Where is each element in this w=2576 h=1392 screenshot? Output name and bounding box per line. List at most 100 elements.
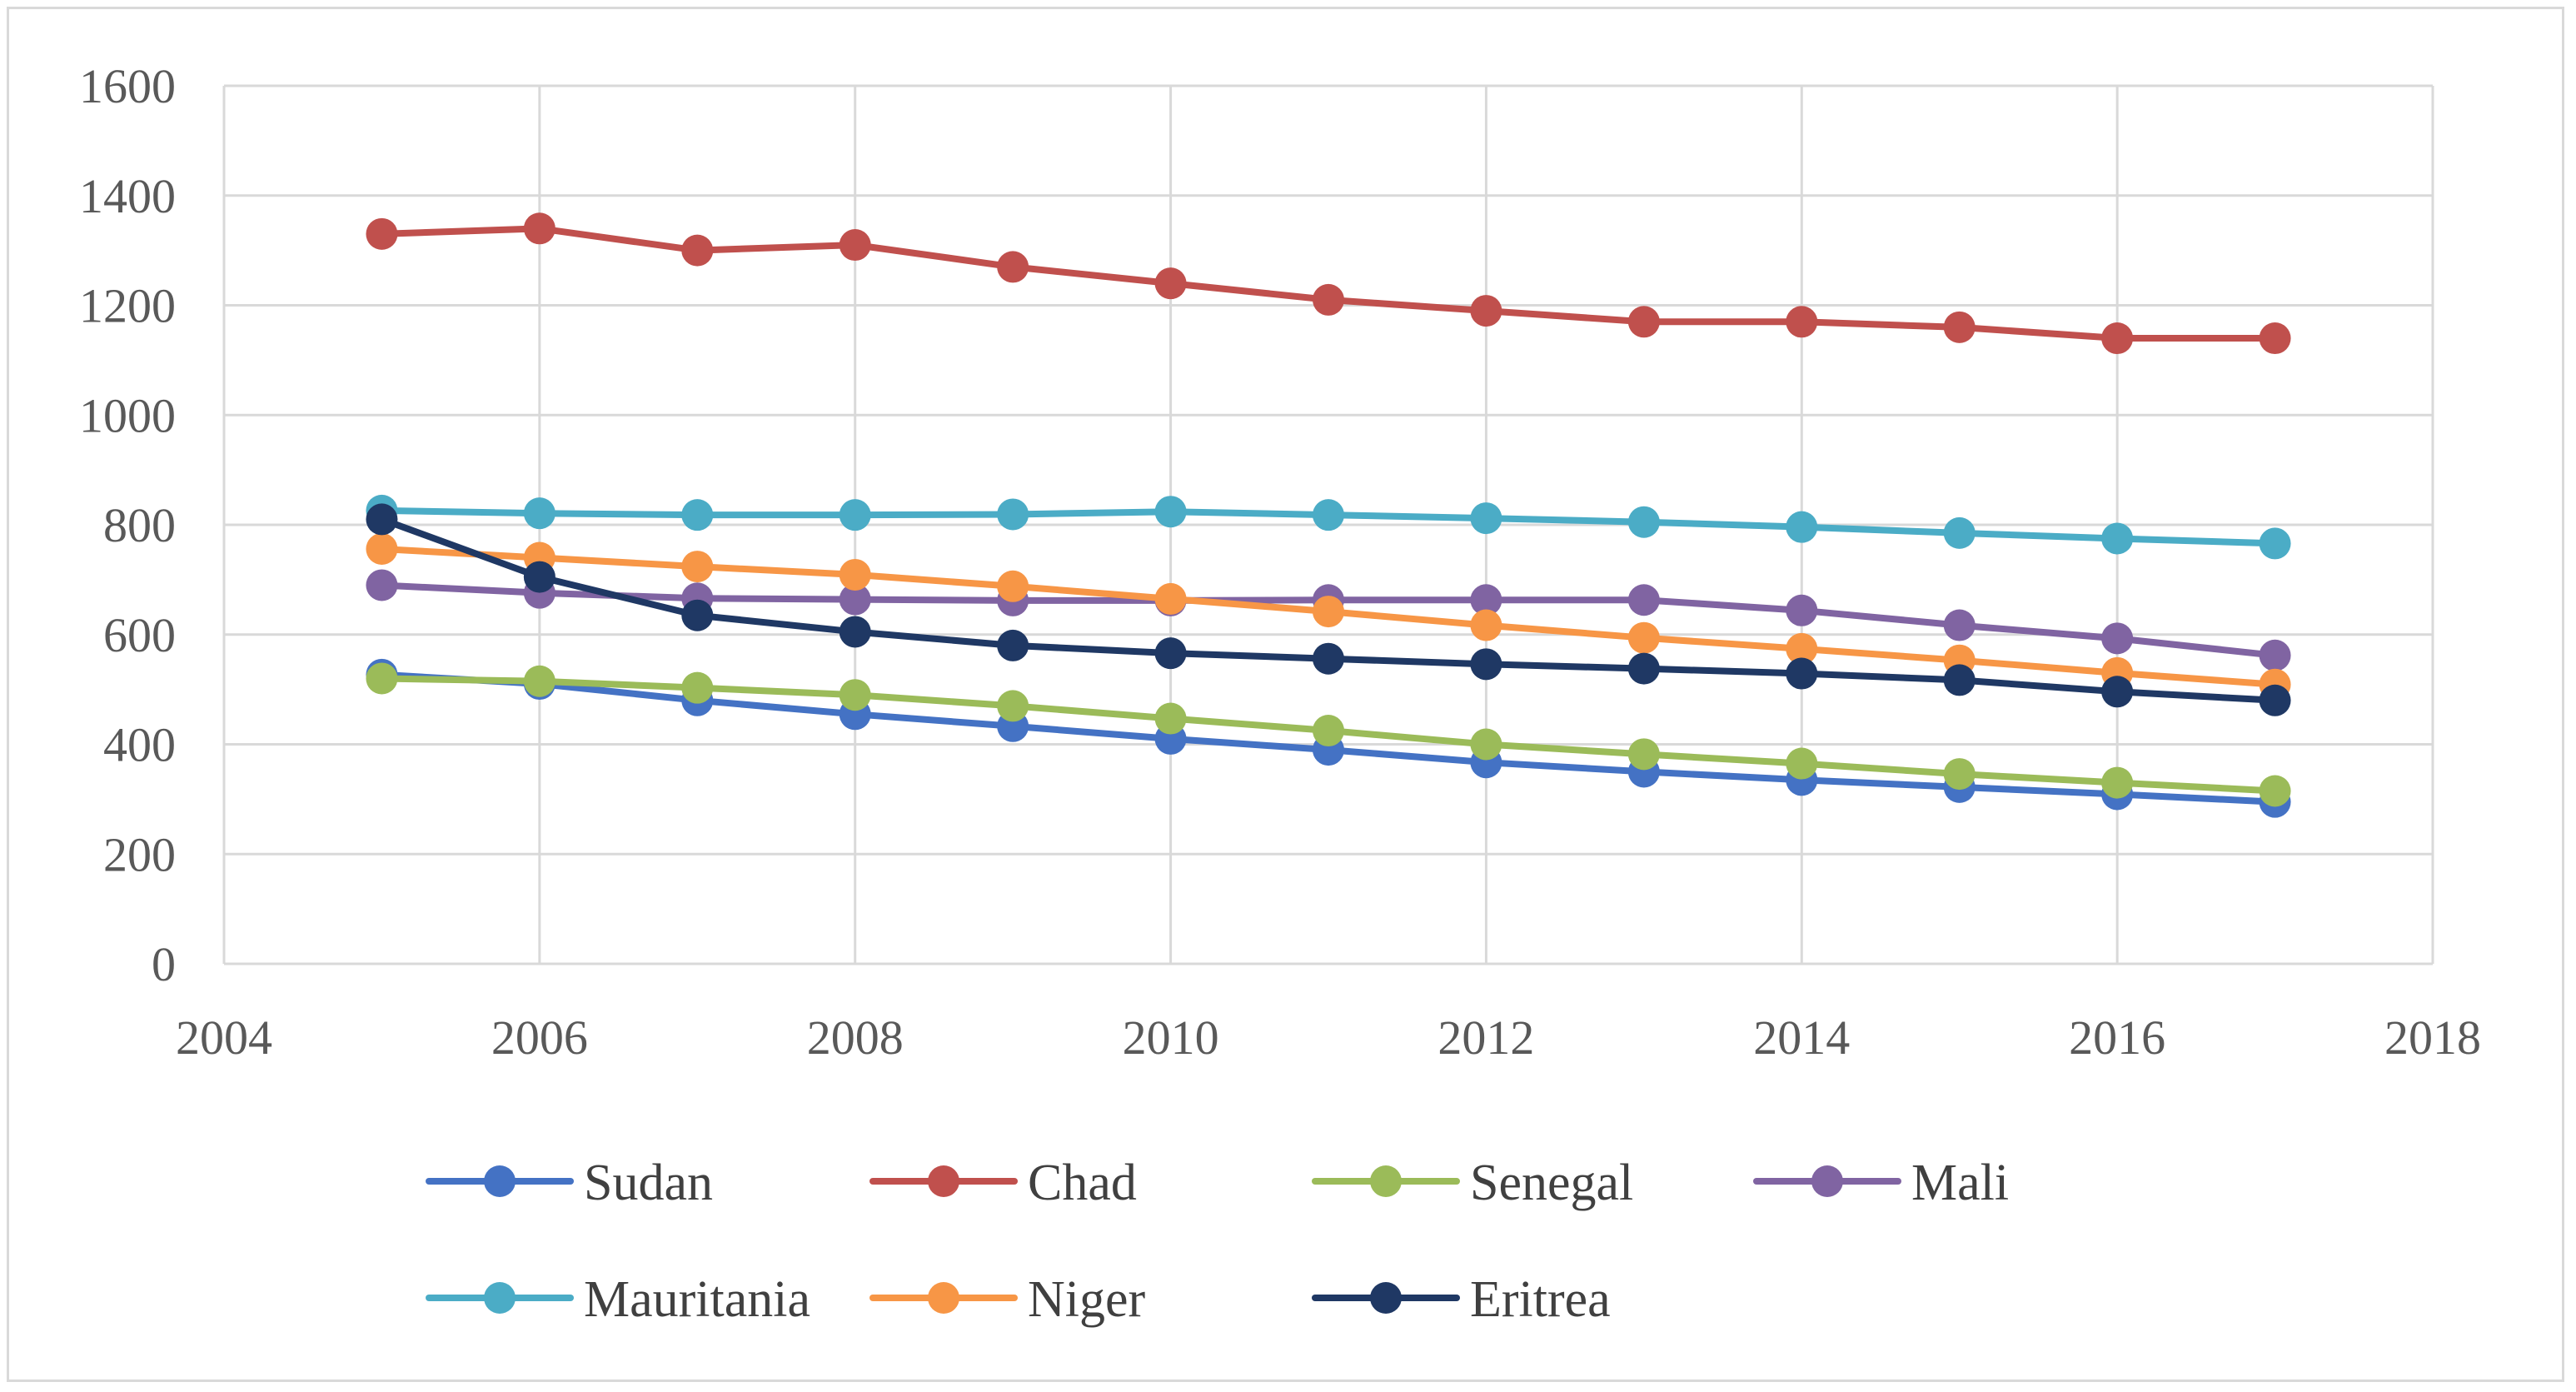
data-point-mauritania-2014 bbox=[1786, 511, 1818, 543]
data-point-eritrea-2007 bbox=[681, 599, 714, 631]
y-tick-label-200: 200 bbox=[103, 827, 176, 881]
y-tick-label-600: 600 bbox=[103, 608, 176, 662]
data-point-senegal-2010 bbox=[1154, 702, 1187, 735]
data-point-chad-2005 bbox=[366, 217, 398, 250]
data-point-mauritania-2008 bbox=[839, 499, 871, 531]
legend-label-eritrea: Eritrea bbox=[1470, 1271, 1611, 1328]
legend-marker-eritrea bbox=[1370, 1282, 1402, 1314]
data-point-senegal-2012 bbox=[1470, 728, 1502, 761]
legend-label-niger: Niger bbox=[1028, 1271, 1146, 1328]
data-point-chad-2009 bbox=[997, 251, 1029, 283]
x-tick-label-2018: 2018 bbox=[2384, 1010, 2481, 1065]
series-layer bbox=[366, 212, 2291, 818]
legend-item-chad: Chad bbox=[869, 1155, 1137, 1211]
data-point-niger-2010 bbox=[1154, 582, 1187, 615]
legend-label-senegal: Senegal bbox=[1470, 1155, 1633, 1211]
y-tick-label-1600: 1600 bbox=[79, 59, 176, 113]
data-point-eritrea-2005 bbox=[366, 503, 398, 536]
legend-marker-mali bbox=[1811, 1165, 1843, 1197]
data-point-mauritania-2012 bbox=[1470, 502, 1502, 535]
data-point-eritrea-2011 bbox=[1313, 642, 1344, 675]
legend-marker-senegal bbox=[1370, 1165, 1402, 1197]
data-point-mali-2005 bbox=[366, 569, 398, 601]
legend-item-eritrea: Eritrea bbox=[1312, 1271, 1611, 1328]
legend-label-mauritania: Mauritania bbox=[584, 1271, 810, 1328]
data-point-niger-2005 bbox=[366, 532, 398, 565]
y-tick-label-0: 0 bbox=[152, 937, 176, 991]
data-point-mali-2013 bbox=[1627, 584, 1660, 616]
data-point-senegal-2016 bbox=[2101, 766, 2134, 799]
y-tick-label-1400: 1400 bbox=[79, 169, 176, 223]
chart-svg: 0 200 400 600 800 1000 1200 1400 1600 2004 2006 200… bbox=[79, 59, 2481, 1328]
data-point-eritrea-2013 bbox=[1627, 652, 1660, 685]
data-point-eritrea-2010 bbox=[1154, 637, 1187, 670]
data-point-niger-2011 bbox=[1313, 596, 1344, 628]
axis-layer: 0 200 400 600 800 1000 1200 1400 1600 2004 2006 200… bbox=[79, 59, 2481, 1065]
data-point-mauritania-2010 bbox=[1154, 496, 1187, 528]
legend-label-mali: Mali bbox=[1911, 1155, 2009, 1211]
data-point-mauritania-2007 bbox=[681, 499, 714, 531]
data-point-chad-2016 bbox=[2101, 322, 2134, 355]
data-point-senegal-2009 bbox=[997, 690, 1029, 722]
data-point-mali-2012 bbox=[1470, 584, 1502, 616]
data-point-eritrea-2008 bbox=[839, 616, 871, 648]
data-point-chad-2013 bbox=[1627, 306, 1660, 338]
data-point-niger-2014 bbox=[1786, 632, 1818, 665]
x-tick-label-2006: 2006 bbox=[491, 1010, 588, 1065]
data-point-eritrea-2016 bbox=[2101, 676, 2134, 708]
data-point-niger-2008 bbox=[839, 558, 871, 591]
data-point-senegal-2015 bbox=[1943, 758, 1976, 791]
data-point-niger-2009 bbox=[997, 570, 1029, 602]
legend-marker-chad bbox=[928, 1165, 959, 1197]
data-point-niger-2012 bbox=[1470, 609, 1502, 641]
x-tick-label-2012: 2012 bbox=[1437, 1010, 1534, 1065]
data-point-chad-2007 bbox=[681, 234, 714, 267]
legend-label-sudan: Sudan bbox=[584, 1155, 713, 1211]
data-point-mauritania-2009 bbox=[997, 498, 1029, 531]
data-point-senegal-2007 bbox=[681, 671, 714, 704]
data-point-niger-2007 bbox=[681, 551, 714, 583]
data-point-chad-2006 bbox=[523, 212, 556, 245]
legend-item-mauritania: Mauritania bbox=[426, 1271, 810, 1328]
data-point-mauritania-2011 bbox=[1313, 499, 1344, 531]
series-senegal bbox=[366, 662, 2291, 807]
series-line-chad bbox=[378, 225, 2279, 342]
data-point-mauritania-2015 bbox=[1943, 516, 1976, 549]
legend-label-chad: Chad bbox=[1028, 1155, 1137, 1211]
legend-marker-niger bbox=[928, 1282, 959, 1314]
data-point-mali-2016 bbox=[2101, 622, 2134, 655]
data-point-senegal-2011 bbox=[1313, 715, 1344, 747]
data-point-chad-2012 bbox=[1470, 295, 1502, 327]
series-eritrea bbox=[366, 503, 2291, 716]
data-point-mali-2015 bbox=[1943, 609, 1976, 641]
y-tick-label-400: 400 bbox=[103, 718, 176, 772]
data-point-senegal-2017 bbox=[2259, 775, 2291, 807]
data-point-mauritania-2013 bbox=[1627, 506, 1660, 538]
data-point-mauritania-2016 bbox=[2101, 522, 2134, 555]
data-point-chad-2017 bbox=[2259, 322, 2291, 355]
data-point-chad-2008 bbox=[839, 229, 871, 262]
y-tick-label-1200: 1200 bbox=[79, 279, 176, 333]
data-point-chad-2015 bbox=[1943, 311, 1976, 343]
data-point-senegal-2005 bbox=[366, 662, 398, 695]
data-point-senegal-2006 bbox=[523, 665, 556, 697]
data-point-eritrea-2012 bbox=[1470, 648, 1502, 681]
data-point-eritrea-2017 bbox=[2259, 684, 2291, 716]
x-tick-label-2016: 2016 bbox=[2069, 1010, 2165, 1065]
data-point-eritrea-2009 bbox=[997, 629, 1029, 661]
legend-item-sudan: Sudan bbox=[426, 1155, 713, 1211]
series-mauritania bbox=[366, 494, 2291, 560]
y-tick-label-1000: 1000 bbox=[79, 388, 176, 442]
data-point-mali-2008 bbox=[839, 583, 871, 616]
series-chad bbox=[366, 212, 2291, 355]
x-tick-label-2008: 2008 bbox=[807, 1010, 904, 1065]
data-point-senegal-2013 bbox=[1627, 738, 1660, 771]
y-tick-label-800: 800 bbox=[103, 498, 176, 552]
legend-marker-sudan bbox=[484, 1165, 516, 1197]
data-point-chad-2011 bbox=[1313, 283, 1344, 316]
legend-item-mali: Mali bbox=[1753, 1155, 2009, 1211]
legend-marker-mauritania bbox=[484, 1282, 516, 1314]
data-point-mauritania-2017 bbox=[2259, 527, 2291, 560]
data-point-eritrea-2014 bbox=[1786, 657, 1818, 690]
data-point-senegal-2014 bbox=[1786, 747, 1818, 780]
